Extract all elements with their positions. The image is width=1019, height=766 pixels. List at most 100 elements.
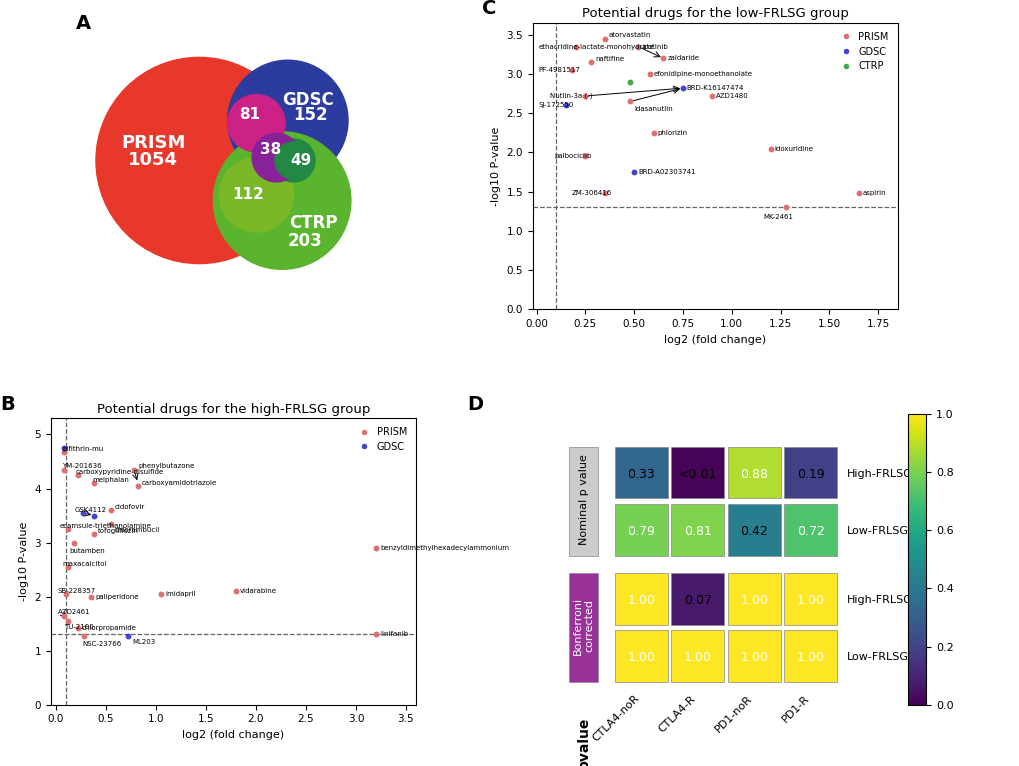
- Point: [103, 504, 119, 516]
- Text: High-FRLSG: High-FRLSG: [846, 595, 911, 605]
- Point: [567, 41, 583, 53]
- Text: icotinib: icotinib: [641, 44, 667, 50]
- Point: [129, 480, 146, 492]
- Text: ethacridine-lactate-monohydrate: ethacridine-lactate-monohydrate: [538, 44, 653, 50]
- Text: Bonferroni
corrected: Bonferroni corrected: [573, 597, 594, 655]
- Text: maxacalcitol: maxacalcitol: [62, 561, 106, 567]
- FancyBboxPatch shape: [784, 447, 837, 499]
- Text: 1.00: 1.00: [627, 594, 654, 607]
- Text: ML203: ML203: [131, 639, 155, 645]
- X-axis label: log2 (fold change): log2 (fold change): [663, 335, 765, 345]
- Text: Low-FRLSG: Low-FRLSG: [846, 653, 908, 663]
- Text: PRISM: PRISM: [121, 134, 185, 152]
- Text: ZM-306416: ZM-306416: [572, 190, 611, 196]
- Text: Nutlin-3a (-): Nutlin-3a (-): [549, 93, 592, 100]
- Point: [557, 100, 574, 112]
- Text: 0.81: 0.81: [683, 525, 711, 538]
- FancyBboxPatch shape: [614, 504, 667, 556]
- Text: CTLA4-R: CTLA4-R: [656, 693, 697, 734]
- FancyBboxPatch shape: [728, 573, 781, 624]
- Text: 0.88: 0.88: [740, 467, 767, 480]
- Point: [83, 591, 99, 603]
- Point: [368, 542, 384, 554]
- Y-axis label: -log10 P-value: -log10 P-value: [19, 522, 30, 601]
- Point: [654, 52, 671, 64]
- Point: [66, 536, 83, 548]
- FancyBboxPatch shape: [728, 504, 781, 556]
- Text: pvalue: pvalue: [576, 716, 590, 766]
- FancyBboxPatch shape: [784, 630, 837, 682]
- Point: [622, 95, 638, 107]
- Point: [86, 509, 102, 522]
- Text: 0.42: 0.42: [740, 525, 767, 538]
- Text: pifithrin-mu: pifithrin-mu: [62, 446, 103, 451]
- Circle shape: [252, 133, 301, 182]
- Text: PD1-R: PD1-R: [780, 693, 810, 725]
- Circle shape: [96, 57, 302, 264]
- Point: [153, 588, 169, 600]
- Point: [622, 76, 638, 88]
- FancyBboxPatch shape: [784, 504, 837, 556]
- FancyBboxPatch shape: [671, 630, 723, 682]
- Point: [577, 150, 593, 162]
- Circle shape: [275, 142, 312, 179]
- Point: [69, 622, 86, 634]
- Text: SJ-172550: SJ-172550: [538, 103, 574, 108]
- Legend: PRISM, GDSC: PRISM, GDSC: [351, 423, 411, 456]
- Point: [227, 585, 244, 597]
- Point: [119, 630, 136, 642]
- Text: paliperidone: paliperidone: [95, 594, 139, 600]
- Point: [86, 529, 102, 541]
- Text: naftifine: naftifine: [594, 56, 624, 62]
- Point: [641, 68, 657, 80]
- Text: D: D: [467, 394, 483, 414]
- Text: A: A: [75, 14, 91, 33]
- Text: melphalan: melphalan: [92, 477, 128, 483]
- Text: palbociclib: palbociclib: [553, 153, 591, 159]
- Text: Low-FRLSG: Low-FRLSG: [846, 526, 908, 536]
- Point: [703, 90, 719, 102]
- Text: carboxypyridine-disulfide: carboxypyridine-disulfide: [76, 469, 164, 475]
- Text: GDSC: GDSC: [282, 91, 333, 110]
- Text: 0.33: 0.33: [627, 467, 654, 480]
- Circle shape: [227, 94, 284, 152]
- Point: [850, 187, 866, 199]
- Point: [762, 142, 779, 155]
- Text: 1054: 1054: [128, 152, 178, 169]
- Text: carboxyamidotriazole: carboxyamidotriazole: [142, 480, 217, 486]
- Text: 38: 38: [260, 142, 281, 156]
- FancyBboxPatch shape: [614, 447, 667, 499]
- Text: 49: 49: [289, 153, 311, 168]
- Text: 1.00: 1.00: [627, 651, 654, 664]
- Title: Potential drugs for the low-FRLSG group: Potential drugs for the low-FRLSG group: [581, 8, 848, 21]
- Text: AZD2461: AZD2461: [58, 609, 91, 615]
- Text: CTLA4-noR: CTLA4-noR: [590, 693, 641, 744]
- Point: [583, 56, 599, 68]
- Point: [125, 463, 142, 476]
- Text: 0.07: 0.07: [683, 594, 711, 607]
- Point: [56, 442, 72, 454]
- Point: [103, 518, 119, 530]
- Text: tofogliflozin: tofogliflozin: [98, 529, 139, 534]
- Text: TU-2100: TU-2100: [64, 624, 94, 630]
- Text: butamben: butamben: [69, 548, 105, 554]
- Legend: PRISM, GDSC, CTRP: PRISM, GDSC, CTRP: [832, 28, 892, 75]
- Text: idasanutlin: idasanutlin: [634, 106, 673, 113]
- Point: [75, 630, 92, 642]
- Point: [777, 201, 794, 214]
- FancyBboxPatch shape: [671, 504, 723, 556]
- Point: [56, 463, 72, 476]
- Point: [626, 166, 642, 178]
- Text: 1.00: 1.00: [796, 651, 824, 664]
- Text: 1.00: 1.00: [683, 651, 711, 664]
- Point: [577, 90, 593, 102]
- Text: YM-201636: YM-201636: [62, 463, 102, 470]
- Text: 0.19: 0.19: [796, 467, 824, 480]
- Y-axis label: -log10 P-value: -log10 P-value: [490, 126, 500, 206]
- Text: vidarabine: vidarabine: [239, 588, 277, 594]
- Text: BRD-A02303741: BRD-A02303741: [638, 169, 695, 175]
- Text: atorvastatin: atorvastatin: [608, 31, 650, 38]
- FancyBboxPatch shape: [569, 447, 598, 556]
- Text: PD1-noR: PD1-noR: [712, 693, 754, 734]
- Text: imidapril: imidapril: [165, 591, 196, 597]
